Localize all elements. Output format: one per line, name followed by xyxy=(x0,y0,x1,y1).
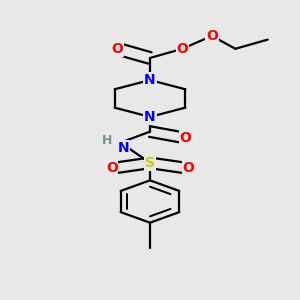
Text: N: N xyxy=(144,110,156,124)
Text: N: N xyxy=(144,73,156,87)
Text: O: O xyxy=(176,42,188,56)
Text: N: N xyxy=(118,141,129,155)
Text: O: O xyxy=(106,161,118,176)
Text: O: O xyxy=(179,131,191,145)
Text: O: O xyxy=(112,42,124,56)
Text: O: O xyxy=(182,161,194,176)
Text: O: O xyxy=(206,29,218,43)
Text: H: H xyxy=(102,134,112,147)
Text: S: S xyxy=(145,156,155,170)
